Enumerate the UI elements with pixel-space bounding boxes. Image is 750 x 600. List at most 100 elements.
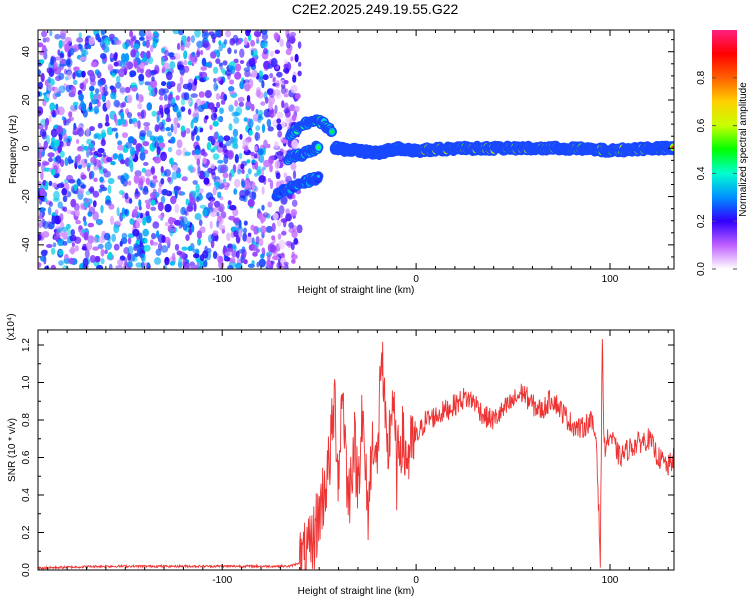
- noise-blob: [117, 144, 124, 151]
- colorbar-tick-label: 0.8: [696, 70, 707, 84]
- noise-blob: [111, 233, 116, 243]
- noise-blob: [97, 79, 104, 87]
- noise-blob: [227, 247, 234, 253]
- noise-blob: [243, 117, 248, 122]
- noise-blob: [57, 201, 63, 209]
- noise-blob: [55, 103, 59, 111]
- noise-blob: [88, 36, 95, 46]
- noise-blob: [38, 262, 42, 268]
- noise-blob: [202, 40, 210, 48]
- noise-blob: [124, 209, 128, 215]
- noise-blob: [58, 72, 65, 80]
- noise-blob: [135, 217, 143, 224]
- noise-blob: [59, 213, 64, 222]
- colorbar-label: Normalized spectral amplitude: [738, 82, 749, 217]
- noise-blob: [94, 255, 101, 263]
- noise-blob: [48, 114, 52, 123]
- noise-blob: [164, 221, 169, 227]
- noise-blob: [145, 202, 151, 210]
- noise-blob: [121, 101, 127, 108]
- noise-blob: [113, 99, 120, 108]
- noise-blob: [99, 39, 105, 48]
- noise-blob: [81, 49, 89, 56]
- noise-blob: [268, 88, 275, 98]
- noise-blob: [175, 149, 182, 156]
- noise-blob: [267, 126, 274, 132]
- noise-blob: [292, 170, 297, 180]
- noise-blob: [65, 84, 72, 93]
- noise-blob: [113, 243, 120, 251]
- noise-blob: [80, 174, 87, 180]
- noise-blob: [152, 40, 157, 49]
- noise-blob: [229, 38, 236, 46]
- noise-blob: [281, 121, 286, 129]
- noise-blob: [165, 117, 172, 123]
- noise-blob: [181, 216, 188, 224]
- noise-blob: [38, 142, 42, 147]
- noise-blob: [48, 180, 53, 187]
- noise-blob: [76, 37, 84, 43]
- noise-blob: [120, 175, 126, 185]
- noise-blob: [213, 131, 218, 141]
- noise-blob: [133, 43, 140, 50]
- noise-blob: [127, 245, 134, 255]
- y-tick-label: 40: [21, 46, 32, 58]
- noise-blob: [219, 107, 224, 114]
- x-tick-label: 100: [602, 274, 619, 285]
- noise-blob: [251, 244, 258, 252]
- noise-blob: [50, 264, 56, 269]
- noise-blob: [161, 81, 167, 87]
- noise-blob: [289, 104, 296, 112]
- noise-blob: [144, 81, 151, 86]
- noise-blob: [238, 101, 244, 107]
- noise-blob: [73, 66, 80, 71]
- noise-blob: [190, 224, 195, 233]
- noise-blob: [251, 69, 258, 78]
- noise-blob: [183, 59, 188, 66]
- noise-blob: [159, 95, 164, 101]
- noise-blob: [89, 126, 95, 132]
- noise-blob: [157, 201, 164, 212]
- noise-blob: [170, 123, 174, 133]
- noise-blob: [223, 39, 228, 45]
- noise-blob: [151, 76, 155, 82]
- noise-blob: [256, 165, 262, 175]
- noise-blob: [143, 161, 149, 166]
- noise-blob: [140, 110, 145, 119]
- noise-blob: [89, 149, 93, 156]
- noise-blob: [89, 85, 95, 92]
- noise-blob: [38, 207, 46, 212]
- noise-blob: [276, 71, 283, 78]
- noise-blob: [170, 195, 177, 205]
- noise-blob: [54, 109, 60, 115]
- noise-blob: [173, 117, 179, 126]
- noise-blob: [146, 262, 150, 268]
- noise-blob: [127, 237, 132, 245]
- noise-blob: [153, 156, 161, 164]
- noise-blob: [84, 249, 90, 259]
- noise-blob: [193, 78, 198, 86]
- noise-blob: [292, 74, 297, 83]
- noise-blob: [200, 49, 204, 56]
- noise-blob: [121, 132, 129, 139]
- noise-blob: [58, 260, 64, 266]
- noise-blob: [263, 47, 268, 55]
- noise-blob: [135, 221, 140, 229]
- noise-blob: [235, 250, 240, 259]
- noise-blob: [66, 229, 72, 236]
- noise-blob: [50, 168, 56, 175]
- noise-blob: [133, 121, 138, 128]
- noise-blob: [78, 187, 85, 195]
- noise-blob: [281, 230, 287, 236]
- y-tick-label: -40: [21, 237, 32, 252]
- noise-blob: [38, 70, 42, 75]
- noise-blob: [241, 169, 245, 175]
- noise-blob: [277, 233, 282, 240]
- noise-blob: [79, 56, 87, 61]
- noise-blob: [231, 111, 239, 117]
- noise-blob: [268, 100, 273, 111]
- noise-blob: [77, 164, 82, 170]
- noise-blob: [228, 104, 234, 112]
- noise-blob: [56, 125, 63, 134]
- noise-blob: [127, 180, 132, 186]
